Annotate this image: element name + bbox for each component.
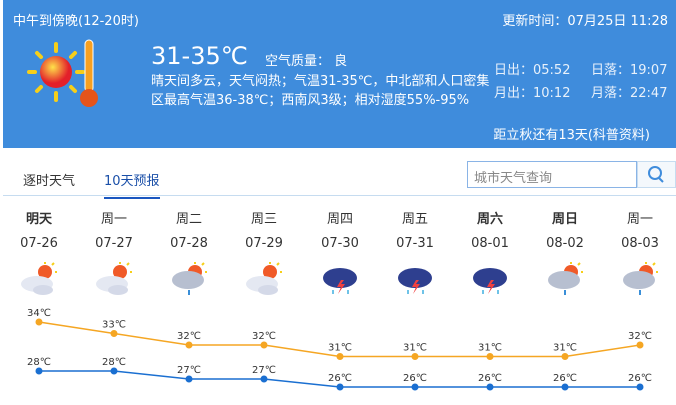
solar-term-countdown-link[interactable]: 距立秋还有13天(科普资料) xyxy=(493,128,650,143)
temperature-range: 31-35℃ xyxy=(151,42,248,70)
high-temp-point xyxy=(260,341,268,349)
high-temp-point xyxy=(110,330,118,337)
high-temp-point xyxy=(185,341,193,349)
day-of-week: 周一 xyxy=(100,212,127,227)
forecast-tabs: 逐时天气 10天预报 xyxy=(3,164,676,199)
low-temp-label: 26℃ xyxy=(553,373,577,384)
low-temp-point xyxy=(336,383,344,391)
day-of-week: 明天 xyxy=(25,212,52,227)
high-temp-label: 32℃ xyxy=(628,331,652,342)
low-temp-label: 26℃ xyxy=(328,373,352,384)
high-temp-point xyxy=(636,341,644,349)
low-temp-point xyxy=(185,375,193,383)
tab-hourly[interactable]: 逐时天气 xyxy=(23,174,76,189)
low-temp-label: 26℃ xyxy=(628,373,652,384)
low-temp-label: 28℃ xyxy=(102,357,126,368)
partly-cloudy-icon xyxy=(21,262,57,295)
day-of-week: 周六 xyxy=(476,212,503,227)
low-temp-point xyxy=(486,383,494,391)
low-temp-point xyxy=(110,367,118,375)
low-temp-label: 27℃ xyxy=(252,365,276,376)
day-of-week: 周三 xyxy=(250,212,277,227)
weather-header: 中午到傍晚(12-20时) 更新时间：07月25日 11:28 31-35℃ 空… xyxy=(3,0,676,148)
shower-icon xyxy=(548,262,583,295)
high-temp-point xyxy=(486,353,494,360)
day-date: 07-30 xyxy=(321,236,359,251)
city-search-input[interactable]: 城市天气查询 xyxy=(467,161,637,188)
day-of-week: 周日 xyxy=(551,212,578,227)
day-date: 07-28 xyxy=(170,236,208,251)
cloudy-sun-icon xyxy=(96,262,132,295)
search-button[interactable] xyxy=(637,161,676,188)
high-temp-point xyxy=(411,353,419,360)
thunderstorm-icon xyxy=(398,268,432,294)
temperature-chart: 34℃ 33℃ 32℃ 32℃ 31℃ 31℃ 31℃ 31℃ 32℃ 28℃ 28℃ 27℃ 27℃ 2… xyxy=(27,308,652,391)
high-temp-label: 31℃ xyxy=(328,343,352,354)
low-temp-label: 27℃ xyxy=(177,365,201,376)
day-of-week: 周四 xyxy=(326,212,353,227)
day-date: 07-29 xyxy=(245,236,283,251)
high-temp-point xyxy=(35,318,43,326)
high-temp-point xyxy=(336,353,344,360)
low-temp-point xyxy=(561,383,569,391)
high-temp-label: 32℃ xyxy=(177,331,201,342)
low-temp-point xyxy=(411,383,419,391)
sunrise: 日出：05:52 xyxy=(494,63,571,78)
high-temp-label: 33℃ xyxy=(102,320,126,331)
high-temp-label: 34℃ xyxy=(27,308,51,319)
tab-10-day[interactable]: 10天预报 xyxy=(104,170,160,199)
high-temp-point xyxy=(561,353,569,360)
cloudy-sun-icon xyxy=(246,262,282,295)
day-date: 07-27 xyxy=(95,236,133,251)
day-date: 08-02 xyxy=(546,236,584,251)
air-quality: 空气质量： 良 xyxy=(265,54,348,69)
low-temp-point xyxy=(636,383,644,391)
high-temp-label: 31℃ xyxy=(553,343,577,354)
thunderstorm-icon xyxy=(323,268,357,294)
high-temp-label: 31℃ xyxy=(403,343,427,354)
day-date: 08-01 xyxy=(471,236,509,251)
high-temp-label: 31℃ xyxy=(478,343,502,354)
weather-description: 晴天间多云，天气闷热；气温31-35℃，中北部和人口密集区最高气温36-38℃；… xyxy=(151,74,490,108)
sunny-hot-icon xyxy=(27,39,98,107)
low-temp-point xyxy=(260,375,268,383)
day-date: 08-03 xyxy=(621,236,659,251)
shower-icon xyxy=(172,262,207,295)
day-of-week: 周一 xyxy=(626,212,653,227)
thunderstorm-icon xyxy=(473,268,507,294)
low-temp-label: 26℃ xyxy=(403,373,427,384)
sunset: 日落：19:07 xyxy=(591,63,668,78)
low-temp-label: 28℃ xyxy=(27,357,51,368)
moonrise: 月出：10:12 xyxy=(494,86,571,101)
update-time: 更新时间：07月25日 11:28 xyxy=(502,14,668,29)
day-date: 07-31 xyxy=(396,236,434,251)
day-of-week: 周五 xyxy=(401,212,428,227)
high-temp-label: 32℃ xyxy=(252,331,276,342)
day-date: 07-26 xyxy=(20,236,58,251)
search-icon xyxy=(648,166,664,183)
day-of-week: 周二 xyxy=(175,212,202,227)
low-temp-label: 26℃ xyxy=(478,373,502,384)
forecast-period: 中午到傍晚(12-20时) xyxy=(13,14,139,29)
shower-icon xyxy=(623,262,658,295)
low-temp-point xyxy=(35,367,43,375)
moonset: 月落：22:47 xyxy=(591,86,668,101)
